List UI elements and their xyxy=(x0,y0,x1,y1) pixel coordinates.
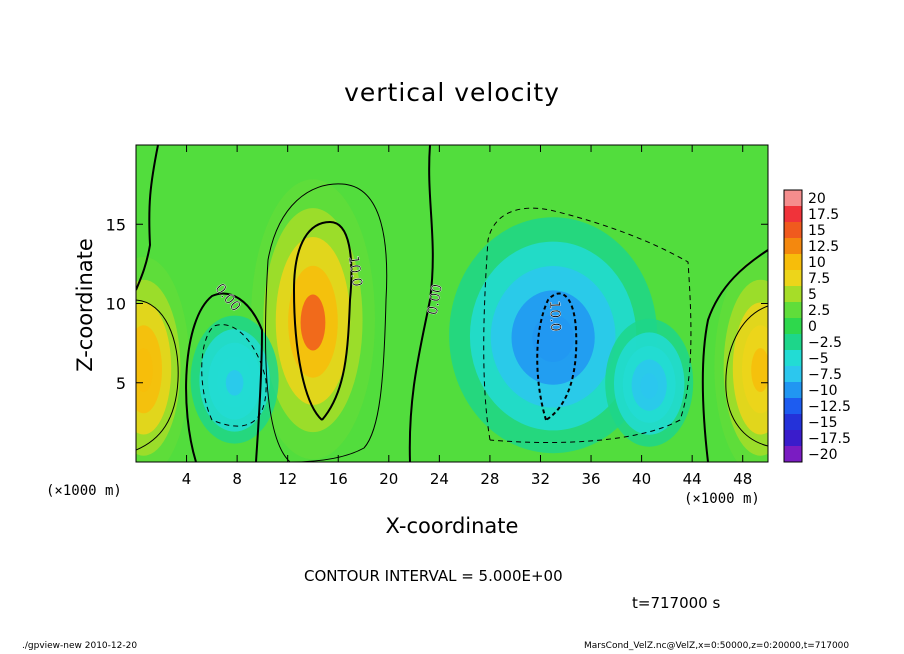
y-tick-label: 5 xyxy=(116,374,126,393)
x-tick-label: 12 xyxy=(278,470,297,488)
updraft-10-contour xyxy=(292,220,353,421)
colorbar-swatch xyxy=(784,238,802,255)
x-unit-label-right: (×1000 m) xyxy=(684,491,760,507)
colorbar-swatch xyxy=(784,414,802,431)
colorbar-swatch xyxy=(784,302,802,319)
velocity-cell-updraft xyxy=(300,294,326,351)
x-tick-label: 36 xyxy=(581,470,600,488)
x-axis-ticks: 4 8 12 16 20 24 28 32 36 40 44 48 xyxy=(182,145,752,488)
colorbar-swatch xyxy=(784,222,802,239)
colorbar-swatch xyxy=(784,318,802,335)
left-downdraft-contour xyxy=(201,324,267,427)
colorbar-label: −5 xyxy=(808,351,829,367)
colorbar-swatch xyxy=(784,206,802,223)
x-tick-label: 4 xyxy=(182,470,192,488)
colorbar-label: 20 xyxy=(808,191,826,207)
contour-label: 0.00 xyxy=(425,283,446,316)
x-tick-label: 8 xyxy=(232,470,242,488)
x-tick-label: 20 xyxy=(379,470,398,488)
right-edge-updraft-contour xyxy=(725,305,768,447)
colorbar-swatch xyxy=(784,430,802,447)
colorbar-swatch xyxy=(784,334,802,351)
x-axis-label: X-coordinate xyxy=(385,514,519,538)
chart-title: vertical velocity xyxy=(344,78,560,107)
zero-contour-left xyxy=(136,145,159,291)
contour-lines xyxy=(136,145,768,462)
colorbar-label: 0 xyxy=(808,319,817,335)
x-tick-label: 48 xyxy=(733,470,752,488)
y-tick-label: 10 xyxy=(106,295,126,314)
colorbar-swatch xyxy=(784,254,802,271)
colorbar-label: 2.5 xyxy=(808,303,830,319)
contour-interval-note: CONTOUR INTERVAL = 5.000E+00 xyxy=(304,567,563,585)
zero-contour-updraft-ring xyxy=(185,292,264,462)
zero-contour-right xyxy=(701,249,768,462)
downdraft-core-contour xyxy=(536,292,578,421)
colorbar-swatch xyxy=(784,286,802,303)
footer-source: MarsCond_VelZ.nc@VelZ,x=0:50000,z=0:2000… xyxy=(584,641,850,651)
colorbar-swatch xyxy=(784,350,802,367)
heatmap-field xyxy=(136,145,768,462)
colorbar-swatch xyxy=(784,398,802,415)
contour-label: 10.0 xyxy=(345,255,365,288)
x-tick-label: 16 xyxy=(329,470,348,488)
colorbar-label: 17.5 xyxy=(808,207,839,223)
colorbar-label: −20 xyxy=(808,447,838,463)
velocity-cell-updraft xyxy=(136,348,153,393)
downdraft-outer-contour xyxy=(483,207,692,444)
x-unit-label-left: (×1000 m) xyxy=(46,483,122,499)
colorbar-label: 7.5 xyxy=(808,271,830,287)
x-tick-label: 44 xyxy=(683,470,702,488)
colorbar-swatch xyxy=(784,190,802,207)
contour-label: 10.0 xyxy=(546,300,563,332)
colorbar-swatch xyxy=(784,366,802,383)
velocity-cell-downdraft xyxy=(640,373,658,399)
colorbar-label: −17.5 xyxy=(808,431,851,447)
y-axis-ticks: 5 10 15 xyxy=(106,215,768,393)
colorbar-label: 5 xyxy=(808,287,817,303)
y-tick-label: 15 xyxy=(106,215,126,234)
colorbar-label: −10 xyxy=(808,383,838,399)
colorbar-label: 10 xyxy=(808,255,826,271)
velocity-cell-updraft xyxy=(751,348,768,393)
velocity-cell-downdraft xyxy=(225,369,244,396)
colorbar: 2017.51512.5107.552.50−2.5−5−7.5−10−12.5… xyxy=(783,189,851,463)
colorbar-swatch xyxy=(784,270,802,287)
time-stamp: t=717000 s xyxy=(632,594,721,612)
colorbar-label: −12.5 xyxy=(808,399,851,415)
zero-contour-center xyxy=(408,145,434,462)
left-edge-updraft-contour xyxy=(136,299,179,451)
x-tick-label: 24 xyxy=(430,470,449,488)
colorbar-label: 15 xyxy=(808,223,826,239)
colorbar-label: −15 xyxy=(808,415,838,431)
footer-command: ./gpview-new 2010-12-20 xyxy=(22,641,138,651)
y-axis-label: Z-coordinate xyxy=(73,238,97,372)
colorbar-swatch xyxy=(784,382,802,399)
x-tick-label: 32 xyxy=(531,470,550,488)
updraft-outer-contour xyxy=(265,183,388,462)
x-tick-label: 28 xyxy=(480,470,499,488)
x-tick-label: 40 xyxy=(632,470,651,488)
colorbar-label: −2.5 xyxy=(808,335,842,351)
colorbar-swatch xyxy=(784,446,802,463)
colorbar-frame xyxy=(783,189,803,463)
velocity-blobs xyxy=(136,179,768,462)
velocity-cell-downdraft xyxy=(532,314,574,362)
colorbar-label: 12.5 xyxy=(808,239,839,255)
colorbar-label: −7.5 xyxy=(808,367,842,383)
